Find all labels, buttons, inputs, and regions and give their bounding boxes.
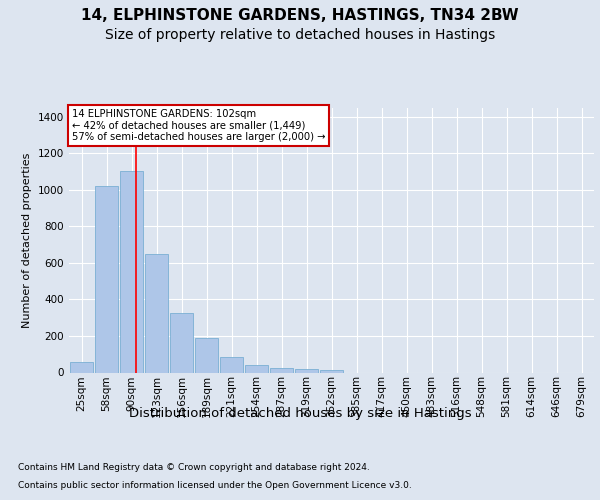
Bar <box>170 313 193 372</box>
Text: Distribution of detached houses by size in Hastings: Distribution of detached houses by size … <box>128 408 472 420</box>
Bar <box>120 172 143 372</box>
Text: 14 ELPHINSTONE GARDENS: 102sqm
← 42% of detached houses are smaller (1,449)
57% : 14 ELPHINSTONE GARDENS: 102sqm ← 42% of … <box>71 109 325 142</box>
Text: Contains public sector information licensed under the Open Government Licence v3: Contains public sector information licen… <box>18 481 412 490</box>
Bar <box>270 368 293 372</box>
Text: Contains HM Land Registry data © Crown copyright and database right 2024.: Contains HM Land Registry data © Crown c… <box>18 462 370 471</box>
Bar <box>145 254 168 372</box>
Text: 14, ELPHINSTONE GARDENS, HASTINGS, TN34 2BW: 14, ELPHINSTONE GARDENS, HASTINGS, TN34 … <box>81 8 519 22</box>
Bar <box>220 357 243 372</box>
Y-axis label: Number of detached properties: Number of detached properties <box>22 152 32 328</box>
Bar <box>320 370 343 372</box>
Bar <box>70 362 93 372</box>
Bar <box>295 369 318 372</box>
Bar <box>195 338 218 372</box>
Text: Size of property relative to detached houses in Hastings: Size of property relative to detached ho… <box>105 28 495 42</box>
Bar <box>95 186 118 372</box>
Bar <box>245 365 268 372</box>
